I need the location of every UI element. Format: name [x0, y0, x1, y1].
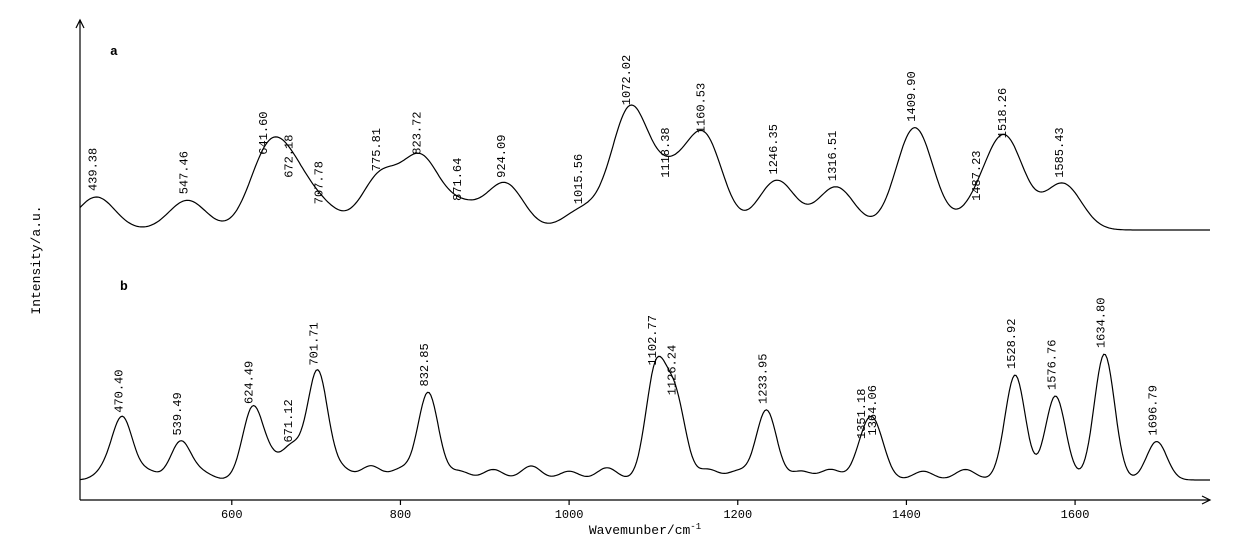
peak-label: 470.40	[113, 370, 127, 413]
peak-label: 1102.77	[646, 315, 660, 365]
peak-label: 1015.56	[572, 154, 586, 204]
peak-label: 1634.80	[1094, 298, 1108, 348]
svg-text:1200: 1200	[723, 508, 752, 522]
peak-label: 1233.95	[756, 354, 770, 404]
peak-label: 1409.90	[905, 71, 919, 121]
peak-label: 1696.79	[1147, 385, 1161, 435]
peak-label: 1528.92	[1005, 319, 1019, 369]
peak-label: 624.49	[242, 361, 256, 404]
spectrum-a	[80, 105, 1210, 230]
peak-label: 641.60	[257, 111, 271, 154]
svg-text:600: 600	[221, 508, 243, 522]
spectrum-svg: 600 800 1000 1200 1400 1600 Wavemunber/cm-1 Int…	[10, 10, 1230, 540]
peak-label: 924.09	[495, 135, 509, 178]
peak-label: 775.81	[370, 128, 384, 171]
svg-text:Intensity/a.u.: Intensity/a.u.	[29, 205, 44, 314]
svg-text:b: b	[120, 279, 128, 294]
peak-label: 1487.23	[970, 150, 984, 200]
peak-label: 1160.53	[694, 83, 708, 133]
peak-label: 1316.51	[826, 131, 840, 181]
peak-label: 1518.26	[996, 88, 1010, 138]
peak-label: 547.46	[177, 151, 191, 194]
peak-label: 539.49	[171, 392, 185, 435]
svg-text:Wavemunber/cm-1: Wavemunber/cm-1	[589, 522, 701, 538]
svg-text:800: 800	[390, 508, 412, 522]
peak-label: 832.85	[418, 343, 432, 386]
peak-label: 1072.02	[620, 55, 634, 105]
peak-label: 871.64	[451, 158, 465, 201]
spectrum-chart: 600 800 1000 1200 1400 1600 Wavemunber/cm-1 Int…	[10, 10, 1230, 540]
svg-text:1000: 1000	[555, 508, 584, 522]
peak-label: 707.78	[313, 161, 327, 204]
peak-label: 701.71	[308, 322, 322, 365]
svg-text:a: a	[110, 44, 118, 59]
peak-label: 671.12	[282, 399, 296, 442]
svg-text:1400: 1400	[892, 508, 921, 522]
peak-label: 1246.35	[767, 124, 781, 174]
peak-label: 1585.43	[1053, 127, 1067, 177]
peak-label: 1364.06	[866, 385, 880, 435]
svg-text:1600: 1600	[1061, 508, 1090, 522]
peak-label: 672.18	[283, 135, 297, 178]
peak-label: 823.72	[410, 111, 424, 154]
peak-label: 1126.24	[666, 345, 680, 395]
peak-label: 1576.76	[1045, 340, 1059, 390]
peak-label: 1118.38	[659, 127, 673, 177]
peak-label: 439.38	[86, 148, 100, 191]
